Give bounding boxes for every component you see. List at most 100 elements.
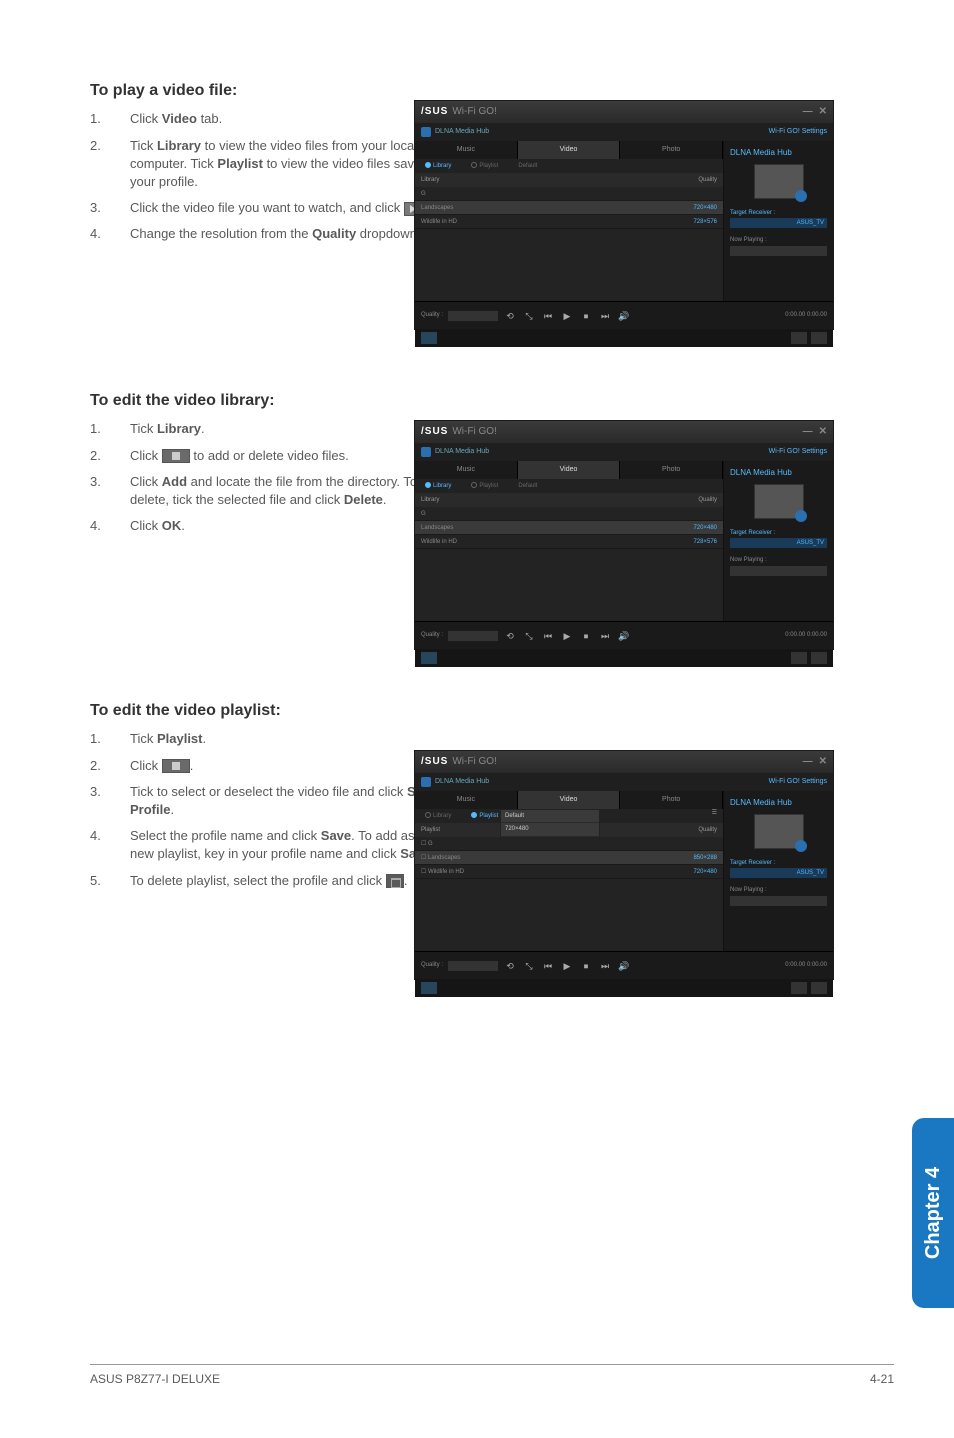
prev-button[interactable]: ⏮ (541, 959, 555, 973)
subtab-library[interactable]: Library (415, 809, 461, 823)
minimize-icon[interactable]: — (803, 425, 813, 439)
play-button[interactable]: ▶ (560, 959, 574, 973)
list-item[interactable]: ☐ G (415, 837, 723, 851)
step-number: 1. (90, 420, 130, 438)
step-text: Click Add and locate the file from the d… (130, 473, 450, 509)
step-text: Change the resolution from the Quality d… (130, 225, 450, 243)
shuffle-button[interactable]: ⤡ (522, 959, 536, 973)
settings-link[interactable]: Wi-Fi GO! Settings (769, 447, 827, 457)
volume-button[interactable]: 🔊 (617, 959, 631, 973)
ss-subbar: DLNA Media HubWi-Fi GO! Settings (415, 123, 833, 141)
close-icon[interactable]: ✕ (819, 755, 827, 769)
tab-photo[interactable]: Photo (620, 461, 723, 479)
subtab-default[interactable]: Default (508, 479, 547, 493)
screenshot-play: /SUS Wi-Fi GO! —✕ DLNA Media HubWi-Fi GO… (414, 100, 834, 330)
subtab-playlist[interactable]: Playlist (461, 159, 508, 173)
footer-icon[interactable] (811, 982, 827, 994)
step-item: 3.Click the video file you want to watch… (90, 199, 450, 217)
quality-select[interactable] (448, 311, 498, 321)
footer-icon[interactable] (811, 332, 827, 344)
subbar-title: DLNA Media Hub (435, 447, 489, 457)
right-panel-title: DLNA Media Hub (730, 147, 827, 158)
playlist-dropdown[interactable]: Default 720×480 (500, 809, 600, 838)
shuffle-button[interactable]: ⤡ (522, 309, 536, 323)
view-subtabs: Library Playlist Default (415, 159, 723, 173)
editlist-button[interactable]: ☰ (712, 809, 723, 823)
list-item[interactable]: Landscapes720×480 (415, 201, 723, 215)
screenshot-edit-library: /SUSWi-Fi GO!—✕ DLNA Media HubWi-Fi GO! … (414, 420, 834, 650)
play-button[interactable]: ▶ (560, 629, 574, 643)
stop-button[interactable]: ⏹ (579, 309, 593, 323)
volume-button[interactable]: 🔊 (617, 309, 631, 323)
step-number: 2. (90, 137, 130, 192)
subtab-library[interactable]: Library (415, 479, 461, 493)
target-value[interactable]: ASUS_TV (730, 218, 827, 228)
player-controls: Quality : ⟲ ⤡ ⏮ ▶ ⏹ ⏭ 🔊 0:00.00 0:00.00 (415, 301, 833, 329)
stop-button[interactable]: ⏹ (579, 959, 593, 973)
minimize-icon[interactable]: — (803, 105, 813, 119)
ss-titlebar: /SUS Wi-Fi GO! —✕ (415, 101, 833, 123)
time-display: 0:00.00 0:00.00 (785, 961, 827, 969)
subtab-library[interactable]: Library (415, 159, 461, 173)
nowplaying-bar (730, 246, 827, 256)
list-item[interactable]: G (415, 187, 723, 201)
tab-music[interactable]: Music (415, 791, 518, 809)
dropdown-item[interactable]: Default (501, 810, 599, 823)
prev-button[interactable]: ⏮ (541, 629, 555, 643)
list-item[interactable]: Landscapes720×480 (415, 521, 723, 535)
repeat-button[interactable]: ⟲ (503, 309, 517, 323)
minimize-icon[interactable]: — (803, 755, 813, 769)
window-controls: —✕ (803, 105, 827, 119)
quality-select[interactable] (448, 961, 498, 971)
list-item[interactable]: Wildlife in HD728×576 (415, 535, 723, 549)
step-text: Click the video file you want to watch, … (130, 199, 450, 217)
step-item: 4.Change the resolution from the Quality… (90, 225, 450, 243)
list-item[interactable]: Wildlife in HD728×576 (415, 215, 723, 229)
stop-button[interactable]: ⏹ (579, 629, 593, 643)
prev-button[interactable]: ⏮ (541, 309, 555, 323)
footer-icon[interactable] (791, 332, 807, 344)
next-button[interactable]: ⏭ (598, 629, 612, 643)
step-item: 1.Tick Playlist. (90, 730, 450, 748)
next-button[interactable]: ⏭ (598, 959, 612, 973)
shuffle-button[interactable]: ⤡ (522, 629, 536, 643)
footer-icon[interactable] (791, 982, 807, 994)
list-item[interactable]: ☐ Wildlife in HD720×480 (415, 865, 723, 879)
list-item[interactable]: ☐ Landscapes850×288 (415, 851, 723, 865)
play-button[interactable]: ▶ (560, 309, 574, 323)
tab-music[interactable]: Music (415, 141, 518, 159)
subbar-title: DLNA Media Hub (435, 777, 489, 787)
list-item[interactable]: G (415, 507, 723, 521)
app-title: Wi-Fi GO! (452, 105, 496, 119)
settings-link[interactable]: Wi-Fi GO! Settings (769, 127, 827, 137)
brand-logo: /SUS (421, 425, 448, 439)
dropdown-item[interactable]: 720×480 (501, 823, 599, 836)
tab-photo[interactable]: Photo (620, 791, 723, 809)
close-icon[interactable]: ✕ (819, 425, 827, 439)
home-icon[interactable] (421, 332, 437, 344)
settings-link[interactable]: Wi-Fi GO! Settings (769, 777, 827, 787)
tab-video[interactable]: Video (518, 461, 621, 479)
tab-photo[interactable]: Photo (620, 141, 723, 159)
footer-icon[interactable] (811, 652, 827, 664)
tab-video[interactable]: Video (518, 791, 621, 809)
subtab-playlist[interactable]: Playlist (461, 479, 508, 493)
step-item: 3.Click Add and locate the file from the… (90, 473, 450, 509)
target-value[interactable]: ASUS_TV (730, 868, 827, 878)
target-value[interactable]: ASUS_TV (730, 538, 827, 548)
close-icon[interactable]: ✕ (819, 105, 827, 119)
receiver-icon (754, 484, 804, 519)
repeat-button[interactable]: ⟲ (503, 629, 517, 643)
quality-select[interactable] (448, 631, 498, 641)
tab-video[interactable]: Video (518, 141, 621, 159)
repeat-button[interactable]: ⟲ (503, 959, 517, 973)
step-text: Click . (130, 757, 450, 775)
subtab-default[interactable]: Default (508, 159, 547, 173)
footer-icon[interactable] (791, 652, 807, 664)
home-icon[interactable] (421, 652, 437, 664)
next-button[interactable]: ⏭ (598, 309, 612, 323)
volume-button[interactable]: 🔊 (617, 629, 631, 643)
dlna-icon (421, 127, 431, 137)
tab-music[interactable]: Music (415, 461, 518, 479)
home-icon[interactable] (421, 982, 437, 994)
